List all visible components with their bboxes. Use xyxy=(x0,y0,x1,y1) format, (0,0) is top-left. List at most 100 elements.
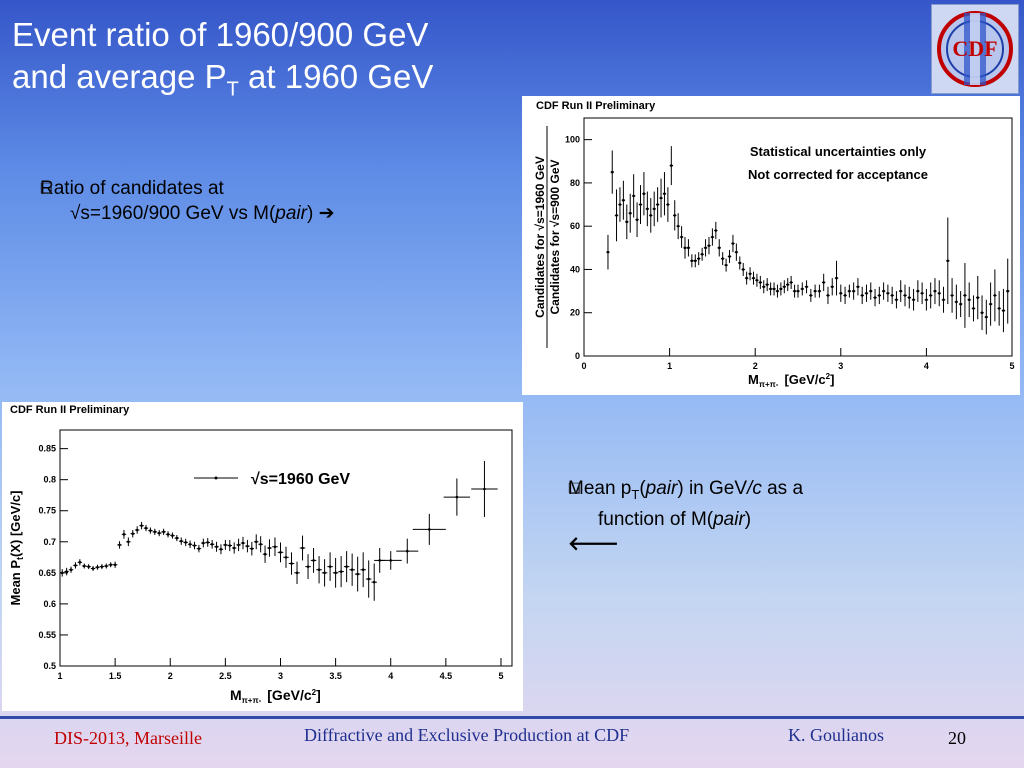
chart1-point xyxy=(638,185,643,225)
chart1-xtick-label: 4 xyxy=(924,361,929,371)
chart1-point xyxy=(997,291,1001,326)
chart1-point xyxy=(899,280,903,302)
chart1-point xyxy=(758,275,763,289)
chart2-point xyxy=(316,556,322,584)
chart2-point xyxy=(192,541,197,550)
chart1-point xyxy=(826,286,830,305)
chart2-ylabel: Mean Pt(X) [GeV/c] xyxy=(8,491,25,606)
chart2-point xyxy=(240,536,246,550)
chart2-ytick-label: 0.55 xyxy=(38,630,56,640)
meanpt-chart: CDF Run II Preliminary 1 1.5 2 2.5 3 3.5 4 4.5 5… xyxy=(8,404,513,705)
chart2-point xyxy=(165,531,171,538)
cdf-logo: CDF xyxy=(931,4,1019,94)
chart1-point xyxy=(762,280,766,294)
chart1-point xyxy=(963,262,967,328)
footer-left: DIS-2013, Marseille xyxy=(54,728,202,748)
chart2-point xyxy=(209,539,215,549)
chart1-point xyxy=(707,237,711,255)
title-line-1: Event ratio of 1960/900 GeV xyxy=(12,16,429,53)
chart2-point xyxy=(283,546,289,568)
arrow-left-icon: 🡐 xyxy=(568,533,619,555)
chart2-point xyxy=(310,548,317,573)
chart2-point xyxy=(68,566,74,573)
logo-text: CDF xyxy=(952,36,997,61)
title-line-2-suffix: at 1960 GeV xyxy=(238,58,434,95)
chart2-point xyxy=(174,534,180,542)
chart1-point xyxy=(642,172,646,216)
chart1-point xyxy=(958,291,963,318)
chart1-point xyxy=(649,198,653,233)
chart2-xtick-label: 1.5 xyxy=(109,671,122,681)
chart1-point xyxy=(792,284,797,298)
bullet2-b: ( xyxy=(639,478,646,499)
chart2-point xyxy=(249,541,255,556)
chart2-point xyxy=(272,537,278,557)
chart1-point xyxy=(779,282,783,296)
bullet1-pair: pair xyxy=(275,203,307,224)
chart2-point xyxy=(338,556,344,588)
chart1-point xyxy=(856,278,860,296)
checkbox-icon: ❑ xyxy=(40,180,53,196)
chart1-point xyxy=(843,286,847,305)
chart1-point xyxy=(839,284,843,302)
chart2-point xyxy=(299,535,306,561)
chart2-point xyxy=(152,528,158,535)
footer-right: K. Goulianos xyxy=(788,725,884,745)
chart1-xtick-label: 3 xyxy=(838,361,843,371)
chart2-point xyxy=(332,557,339,588)
chart1-point xyxy=(907,286,911,309)
chart2-point xyxy=(187,540,193,548)
chart1-point xyxy=(976,275,980,320)
chart1-point xyxy=(741,262,745,276)
chart2-point xyxy=(77,559,83,566)
chart2-point xyxy=(305,554,311,580)
chart1-point xyxy=(796,284,800,298)
ratio-chart: CDF Run II Preliminary 0 1 2 3 4 5 0 20 40 60 80 10… xyxy=(533,100,1015,389)
chart1-point xyxy=(890,286,894,305)
chart2-legend-marker xyxy=(214,476,218,480)
chart1-point xyxy=(635,202,639,237)
chart1-point xyxy=(610,150,614,194)
chart2-point xyxy=(267,539,272,557)
chart1-point xyxy=(971,295,976,322)
bullet2-f: as a xyxy=(761,478,804,499)
chart1-xlabel: Mπ+π- [GeV/c2] xyxy=(748,372,834,389)
arrow-right-icon: ➔ xyxy=(318,203,335,224)
chart1-point xyxy=(686,239,691,257)
chart2-xlabel: Mπ+π- [GeV/c2] xyxy=(230,687,321,705)
chart2-point xyxy=(121,529,127,539)
chart1-point xyxy=(782,280,787,294)
bullet2-pair: pair xyxy=(645,478,678,499)
chart2-point xyxy=(139,521,144,530)
chart2-point xyxy=(90,566,96,571)
chart2-point xyxy=(349,553,355,586)
chart1-point xyxy=(755,273,759,287)
chart2-point xyxy=(218,544,224,555)
chart2-point xyxy=(201,538,206,548)
chart2-point xyxy=(258,536,263,553)
chart1-point xyxy=(864,284,869,302)
chart1-title: CDF Run II Preliminary xyxy=(536,100,656,112)
chart1-point xyxy=(751,271,756,285)
checkbox-icon: ❑ xyxy=(568,480,581,496)
chart2-point xyxy=(117,541,122,549)
chart1-point xyxy=(618,187,622,222)
chart2-point xyxy=(205,538,210,547)
chart1-point xyxy=(676,213,680,240)
chart1-point xyxy=(830,278,834,296)
chart1-point xyxy=(851,282,856,300)
chart2-point xyxy=(126,537,131,547)
title-line-2: and average PT at 1960 GeV xyxy=(12,56,433,111)
chart2-point xyxy=(396,538,419,564)
footer-center: Diffractive and Exclusive Production at … xyxy=(304,725,630,745)
chart2-point xyxy=(148,527,153,534)
chart1-annotation-1: Statistical uncertainties only xyxy=(750,144,927,159)
chart2-xtick-label: 2.5 xyxy=(219,671,232,681)
chart1-point xyxy=(789,275,793,289)
chart2-ytick-label: 0.8 xyxy=(43,475,56,485)
chart1-point xyxy=(804,280,809,294)
chart2-point xyxy=(134,526,140,534)
chart1-point xyxy=(877,286,882,305)
chart1-xtick-label: 2 xyxy=(753,361,758,371)
chart1-point xyxy=(847,284,852,298)
